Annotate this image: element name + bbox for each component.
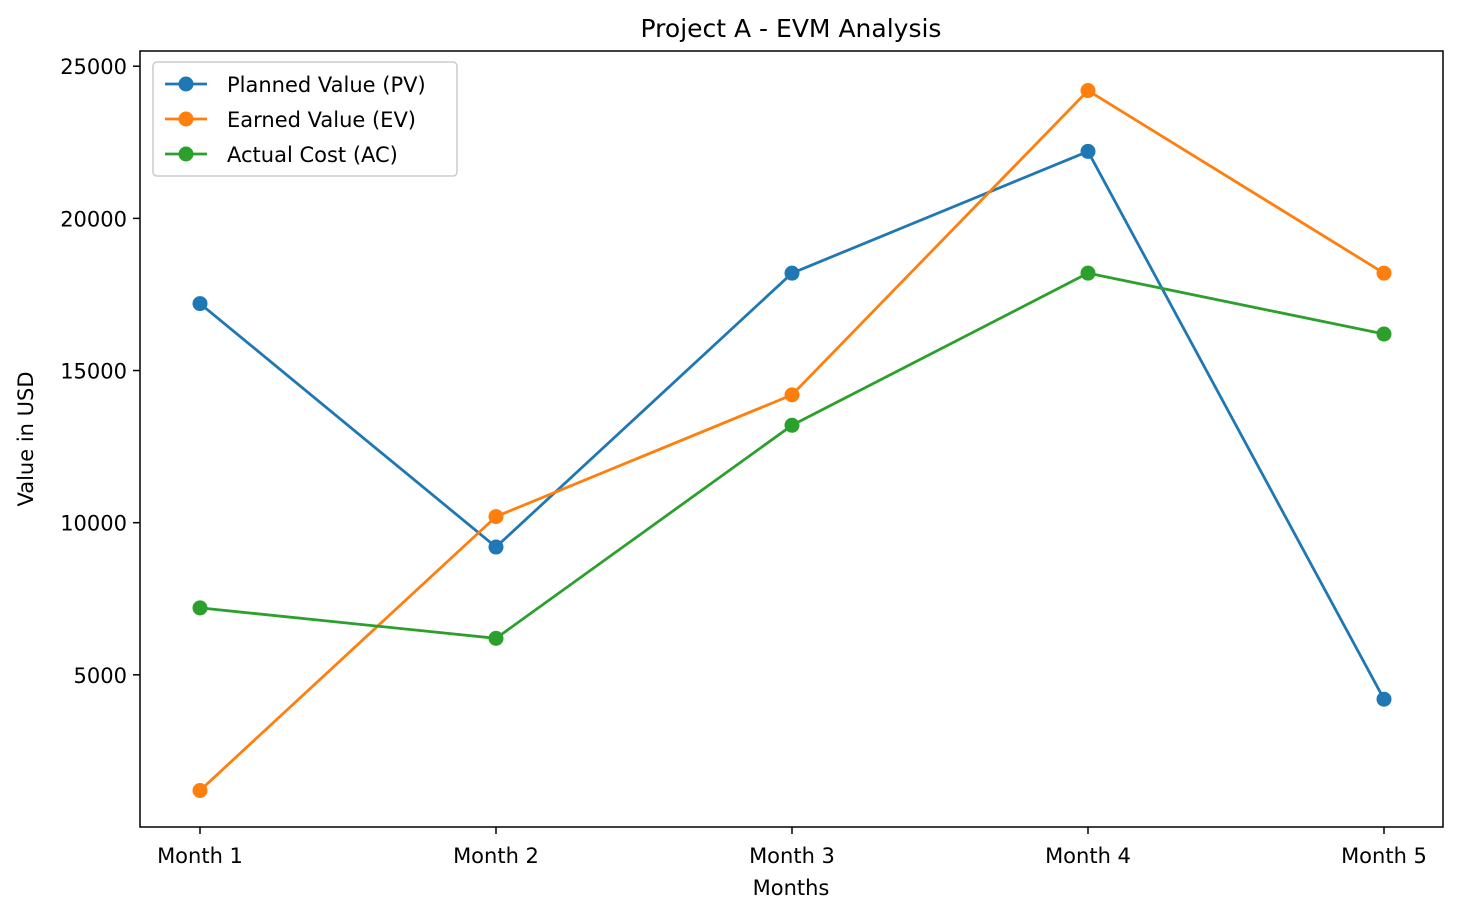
x-tick-label: Month 1 (157, 844, 243, 868)
chart-title: Project A - EVM Analysis (641, 14, 942, 43)
legend-box (152, 61, 458, 177)
data-point (1376, 326, 1392, 342)
data-point (784, 387, 800, 403)
legend-swatch-marker (178, 146, 194, 162)
legend-swatch-marker (178, 111, 194, 127)
data-point (1080, 83, 1096, 99)
legend-label: Earned Value (EV) (227, 108, 416, 132)
data-point (1376, 265, 1392, 281)
series-3 (192, 265, 1392, 646)
y-tick-label: 15000 (60, 360, 127, 384)
axes-layer: Month 1 Month 2 Month 3 Month 4 Month 5 5000 1… (60, 55, 1427, 868)
x-tick-label: Month 5 (1341, 844, 1427, 868)
y-tick-label: 20000 (60, 207, 127, 231)
legend: Planned Value (PV) Earned Value (EV) Actua… (152, 61, 458, 177)
data-point (192, 296, 208, 312)
data-point (192, 600, 208, 616)
x-tick-label: Month 4 (1045, 844, 1131, 868)
data-point (1080, 143, 1096, 159)
legend-item: Earned Value (EV) (165, 108, 416, 132)
data-point (488, 539, 504, 555)
y-tick-label: 5000 (74, 664, 127, 688)
data-point (1376, 691, 1392, 707)
legend-label: Planned Value (PV) (227, 73, 426, 97)
legend-item: Actual Cost (AC) (165, 143, 398, 167)
y-tick-label: 25000 (60, 55, 127, 79)
data-point (784, 417, 800, 433)
series-1 (192, 143, 1392, 707)
series-2 (192, 83, 1392, 798)
legend-item: Planned Value (PV) (165, 73, 426, 97)
data-point (192, 782, 208, 798)
legend-swatch-marker (178, 76, 194, 92)
data-point (1080, 265, 1096, 281)
data-point (784, 265, 800, 281)
legend-label: Actual Cost (AC) (227, 143, 398, 167)
y-axis-label: Value in USD (14, 371, 38, 506)
data-point (488, 509, 504, 525)
x-axis-label: Months (753, 876, 830, 900)
plot-layer (192, 83, 1392, 798)
x-tick-label: Month 2 (453, 844, 539, 868)
data-point (488, 630, 504, 646)
x-tick-label: Month 3 (749, 844, 835, 868)
y-tick-label: 10000 (60, 512, 127, 536)
